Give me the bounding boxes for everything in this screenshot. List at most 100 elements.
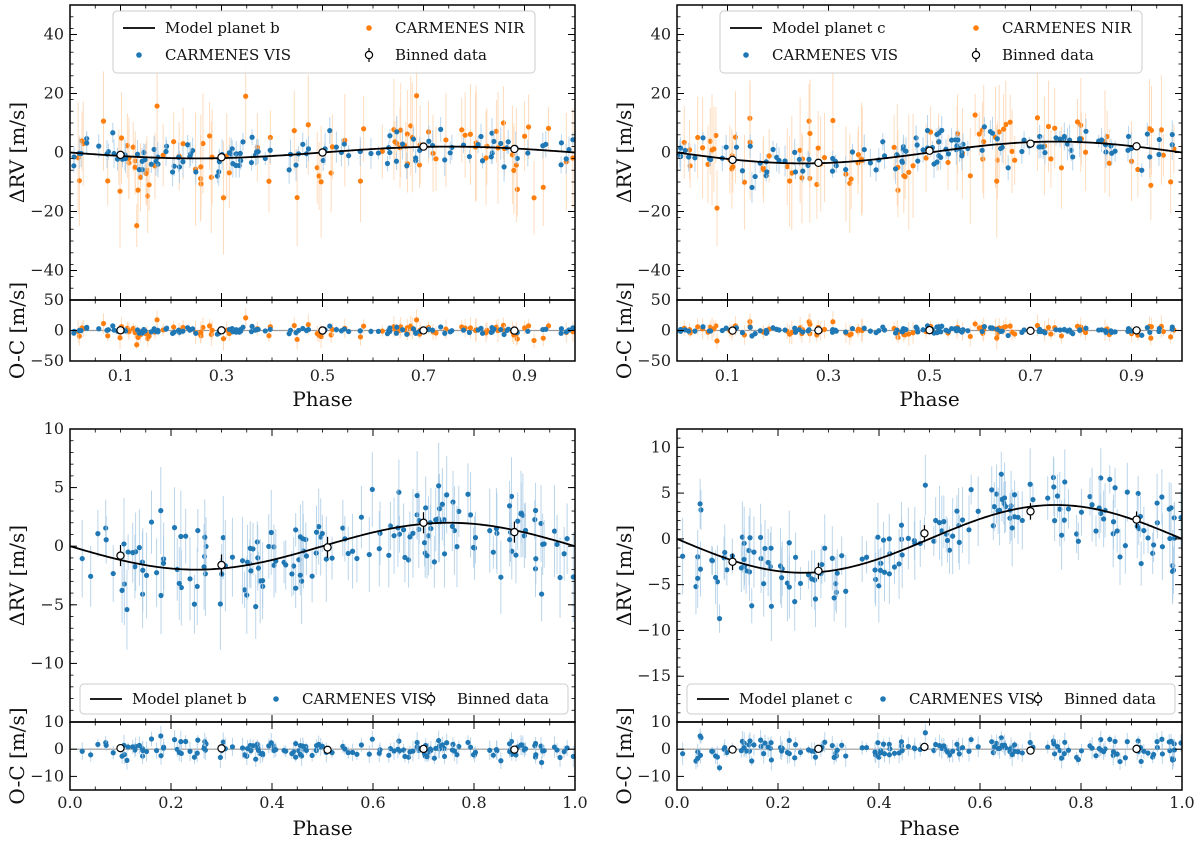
vis-point — [525, 150, 531, 156]
vis-point-residual — [297, 751, 303, 758]
vis-point-residual — [518, 742, 524, 748]
vis-point — [479, 158, 486, 164]
nir-point — [433, 156, 439, 162]
vis-point — [551, 528, 558, 534]
vis-point-residual — [1009, 751, 1015, 758]
vis-point — [491, 138, 497, 145]
vis-point — [253, 604, 259, 610]
vis-point-residual — [979, 328, 985, 335]
vis-point — [950, 533, 956, 539]
vis-point-residual — [71, 330, 77, 336]
nir-point-residual — [787, 331, 793, 337]
x-tick-label: 0.2 — [158, 793, 183, 812]
vis-point — [936, 520, 943, 526]
vis-point-residual — [941, 743, 947, 749]
vis-point — [316, 524, 322, 530]
nir-point-residual — [522, 325, 528, 331]
y-axis-title: ΔRV [m/s] — [5, 102, 29, 203]
vis-point-residual — [1124, 739, 1130, 745]
vis-point — [110, 130, 116, 136]
vis-point — [1112, 485, 1118, 491]
vis-point — [939, 528, 945, 534]
y-tick-label: −20 — [30, 202, 64, 221]
nir-point — [154, 103, 160, 109]
vis-point-residual — [975, 744, 981, 750]
vis-point — [467, 512, 474, 518]
vis-point-residual — [158, 753, 164, 759]
vis-point-residual — [456, 743, 462, 750]
vis-point — [320, 157, 326, 164]
x-tick-label: 0.7 — [1018, 366, 1043, 385]
vis-point — [829, 555, 835, 561]
vis-point-residual — [191, 754, 198, 760]
vis-point — [176, 164, 183, 170]
vis-point — [872, 567, 878, 573]
main-axes-frame — [676, 428, 1183, 723]
vis-point-residual — [1151, 751, 1157, 758]
vis-point — [722, 549, 728, 556]
x-tick-label: 0.6 — [967, 793, 992, 812]
vis-point-residual — [178, 739, 184, 745]
vis-point-residual — [1051, 741, 1057, 747]
vis-point — [132, 564, 138, 570]
legend-vis-swatch — [273, 696, 279, 702]
y-tick-label: −10 — [30, 653, 64, 672]
vis-point-residual — [195, 737, 201, 743]
vis-point-residual — [880, 741, 887, 747]
vis-point — [1087, 493, 1093, 500]
nir-point — [459, 127, 465, 133]
vis-point-residual — [763, 327, 769, 334]
vis-point — [267, 147, 273, 153]
vis-point-residual — [872, 749, 878, 755]
vis-point-residual — [169, 330, 176, 336]
nir-point — [266, 178, 272, 184]
vis-point — [1150, 550, 1156, 556]
vis-point — [768, 545, 774, 551]
vis-point — [1058, 532, 1065, 538]
vis-point — [518, 511, 524, 517]
vis-point — [558, 162, 564, 168]
vis-point-residual — [1045, 744, 1051, 750]
vis-point — [400, 527, 407, 533]
legend-nir-label: CARMENES NIR — [395, 19, 525, 37]
vis-point-residual — [881, 751, 888, 757]
vis-point-residual — [1156, 325, 1162, 332]
vis-point — [423, 505, 429, 511]
nir-point — [741, 179, 748, 185]
nir-point — [1168, 179, 1174, 185]
vis-point — [163, 148, 169, 155]
vis-point — [1065, 506, 1072, 512]
nir-point — [1106, 160, 1112, 166]
vis-point-residual — [1117, 758, 1123, 765]
binned-point — [814, 158, 823, 168]
vis-point — [220, 535, 226, 541]
vis-point — [410, 530, 416, 536]
vis-point — [1078, 509, 1085, 515]
vis-point — [229, 146, 235, 152]
vis-point-residual — [782, 327, 788, 333]
vis-point-residual — [859, 745, 865, 751]
nir-point — [996, 129, 1002, 135]
vis-point — [237, 150, 243, 156]
binned-point-residual — [318, 326, 327, 335]
vis-point-residual — [931, 747, 937, 754]
nir-point-residual — [1045, 324, 1052, 330]
vis-point — [899, 552, 905, 558]
nir-point — [357, 178, 364, 184]
vis-point-residual — [333, 327, 339, 333]
vis-point-residual — [1147, 329, 1153, 335]
vis-point-residual — [244, 753, 250, 759]
nir-point — [1034, 115, 1041, 121]
vis-point — [747, 143, 753, 149]
vis-point — [139, 158, 145, 164]
vis-point — [143, 572, 150, 578]
nir-point — [132, 164, 138, 170]
nir-point — [891, 144, 897, 150]
vis-point — [891, 564, 898, 570]
nir-point-residual — [318, 333, 324, 340]
vis-point-residual — [1061, 326, 1067, 333]
vis-point — [178, 584, 184, 591]
vis-point — [792, 149, 798, 155]
residual-axes-frame — [676, 721, 1183, 791]
vis-point-residual — [176, 749, 182, 756]
